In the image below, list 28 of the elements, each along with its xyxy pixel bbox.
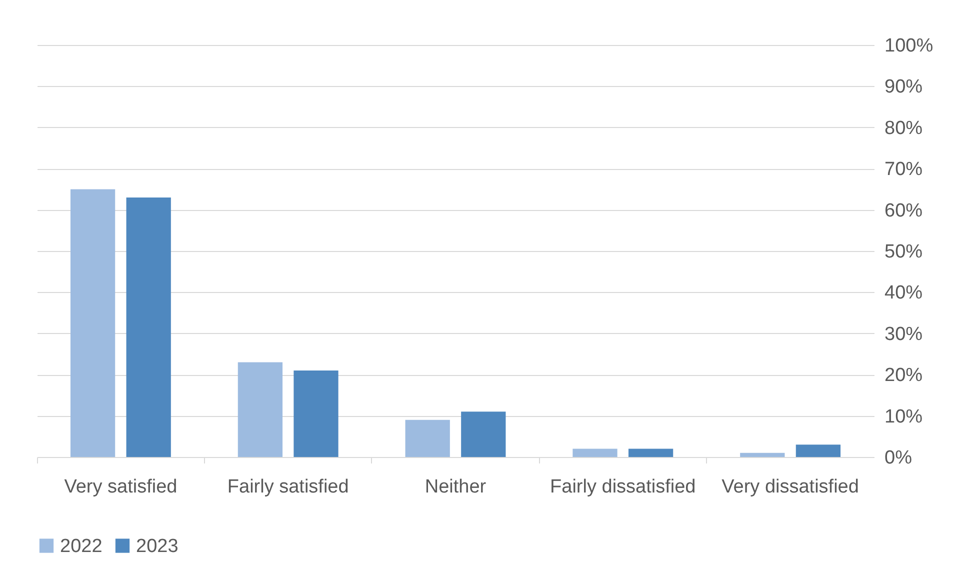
bar xyxy=(294,370,338,457)
x-tick-label: Fairly dissatisfied xyxy=(550,476,696,498)
bar xyxy=(70,189,116,457)
bar xyxy=(126,197,171,457)
bar xyxy=(238,362,283,457)
y-tick-label: 80% xyxy=(884,118,923,139)
legend-label: 2022 xyxy=(60,536,102,557)
y-tick-label: 30% xyxy=(884,324,923,345)
bar xyxy=(796,444,841,457)
bar xyxy=(740,452,785,457)
bar xyxy=(572,448,618,457)
x-tick-label: Very dissatisfied xyxy=(722,476,859,498)
bar xyxy=(461,412,506,457)
x-tick-label: Neither xyxy=(424,476,487,498)
y-tick-label: 70% xyxy=(884,159,923,180)
y-tick-label: 90% xyxy=(884,76,923,98)
y-tick-label: 100% xyxy=(884,36,934,56)
y-tick-label: 10% xyxy=(884,406,923,428)
bar xyxy=(405,420,450,457)
y-tick-label: 40% xyxy=(884,282,923,304)
x-tick-label: Very satisfied xyxy=(64,476,178,498)
y-tick-label: 20% xyxy=(884,365,923,386)
x-tick-label: Fairly satisfied xyxy=(227,476,349,498)
bar xyxy=(628,448,674,457)
y-tick-label: 50% xyxy=(884,242,923,262)
legend-label: 2023 xyxy=(136,536,178,557)
y-tick-label: 60% xyxy=(884,200,923,222)
y-tick-label: 0% xyxy=(884,448,912,468)
